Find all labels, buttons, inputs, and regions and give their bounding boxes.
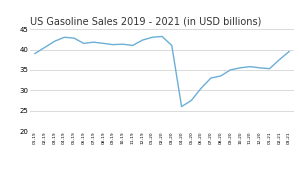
Text: US Gasoline Sales 2019 - 2021 (in USD billions): US Gasoline Sales 2019 - 2021 (in USD bi… [30,17,261,27]
